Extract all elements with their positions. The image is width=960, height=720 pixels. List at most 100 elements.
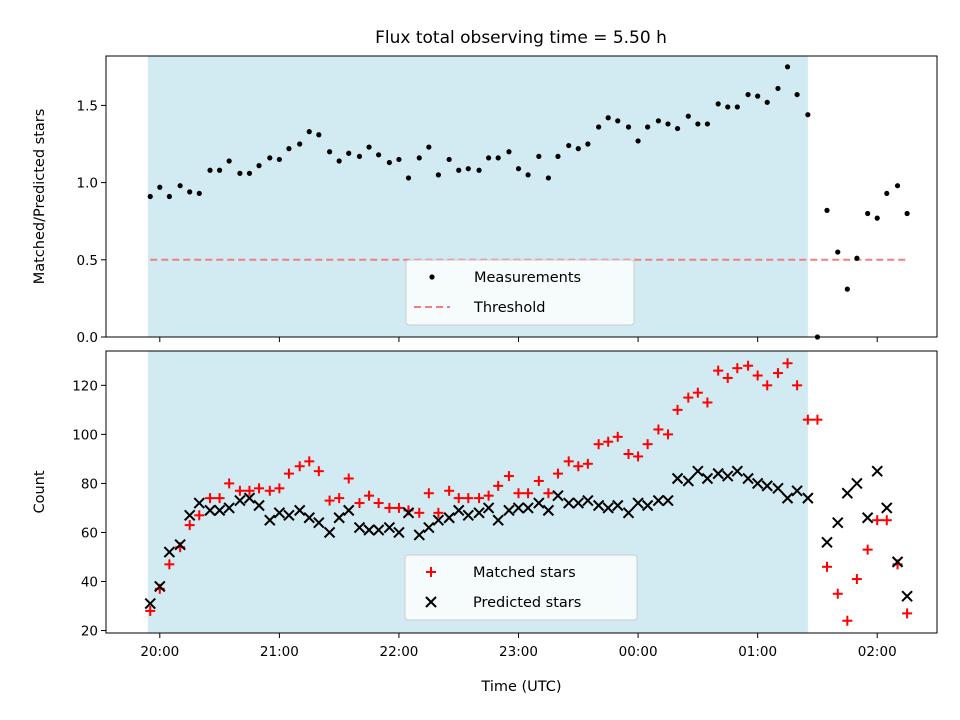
matched-stars-point bbox=[343, 473, 354, 484]
measurements-point bbox=[456, 167, 462, 173]
measurements-point bbox=[306, 129, 312, 135]
predicted-stars-point bbox=[682, 475, 695, 487]
measurements-point bbox=[506, 149, 512, 155]
measurements-point bbox=[486, 155, 492, 161]
predicted-stars-point bbox=[223, 502, 235, 514]
measurements-point bbox=[884, 190, 890, 197]
matched-stars-point bbox=[523, 488, 534, 499]
predicted-stars-point bbox=[243, 492, 256, 504]
predicted-stars-point bbox=[372, 524, 385, 536]
matched-stars-point bbox=[164, 559, 175, 570]
predicted-stars-point bbox=[662, 494, 674, 507]
ratio-panel: 0.0 0.5 1.0 1.5 Matched/Predicted stars Mea… bbox=[32, 55, 938, 346]
measurements-point bbox=[276, 156, 282, 163]
measurements-point bbox=[157, 184, 163, 190]
ratio-y-ticks: 0.0 0.5 1.0 1.5 bbox=[77, 98, 106, 346]
matched-stars-point bbox=[653, 424, 664, 435]
matched-stars-point bbox=[503, 471, 514, 482]
legend-threshold-label: Threshold bbox=[473, 300, 545, 316]
matched-stars-point bbox=[582, 458, 593, 469]
predicted-stars-point bbox=[821, 536, 833, 548]
measurements-point bbox=[715, 101, 721, 107]
x-tick-label: 22:00 bbox=[379, 644, 418, 660]
measurements-point bbox=[575, 146, 581, 152]
y-tick-label: 60 bbox=[81, 525, 98, 541]
matched-stars-point bbox=[483, 490, 494, 501]
measurements-point bbox=[695, 121, 701, 127]
measurements-point bbox=[824, 207, 830, 213]
predicted-stars-point bbox=[791, 485, 803, 497]
predicted-stars-point bbox=[283, 509, 295, 522]
measurements-point bbox=[336, 158, 342, 164]
measurements-point bbox=[625, 124, 632, 130]
measurements-point bbox=[674, 125, 681, 132]
measurements-point bbox=[794, 91, 800, 98]
matched-stars-point bbox=[772, 368, 783, 379]
y-tick-label: 1.5 bbox=[77, 98, 98, 114]
matched-stars-point bbox=[234, 485, 245, 496]
predicted-stars-point bbox=[154, 580, 166, 593]
measurements-point bbox=[615, 118, 621, 124]
legend-predicted-marker bbox=[425, 596, 437, 608]
predicted-stars-point bbox=[542, 504, 555, 517]
predicted-stars-point bbox=[582, 494, 594, 507]
matched-stars-point bbox=[423, 488, 434, 499]
predicted-stars-point bbox=[473, 507, 485, 519]
matched-stars-point bbox=[264, 485, 275, 496]
matched-stars-point bbox=[214, 493, 225, 504]
matched-stars-point bbox=[533, 475, 544, 486]
matched-stars-point bbox=[743, 360, 754, 371]
measurements-point bbox=[904, 210, 910, 217]
predicted-stars-point bbox=[731, 465, 744, 477]
measurements-point bbox=[256, 163, 262, 169]
measurements-point bbox=[267, 155, 273, 161]
predicted-stars-point bbox=[881, 502, 893, 514]
measurements-point bbox=[366, 144, 372, 150]
predicted-stars-point bbox=[871, 465, 883, 477]
predicted-stars-point bbox=[851, 477, 863, 490]
matched-stars-point bbox=[474, 493, 485, 504]
count-panel: 20 40 60 80 100 120 20:00 21:00 22:00 23:00 00:00… bbox=[32, 350, 938, 695]
predicted-stars-point bbox=[612, 499, 624, 512]
measurements-point bbox=[536, 153, 542, 159]
predicted-stars-point bbox=[712, 467, 724, 480]
legend-measurements-marker bbox=[429, 274, 435, 280]
predicted-stars-point bbox=[832, 516, 844, 529]
x-tick-label: 02:00 bbox=[858, 644, 897, 660]
matched-stars-point bbox=[393, 502, 404, 513]
predicted-stars-point bbox=[742, 472, 754, 485]
predicted-stars-point bbox=[522, 502, 534, 514]
measurements-point bbox=[166, 193, 172, 200]
predicted-stars-point bbox=[462, 509, 474, 522]
predicted-stars-point bbox=[602, 502, 614, 514]
measurements-point bbox=[545, 175, 552, 181]
measurements-point bbox=[435, 172, 441, 178]
predicted-stars-point bbox=[632, 497, 644, 509]
ratio-plot-frame bbox=[105, 55, 938, 338]
measurements-point bbox=[844, 286, 850, 292]
count-plot-frame bbox=[105, 350, 938, 634]
predicted-stars-point bbox=[313, 516, 325, 529]
matched-stars-point bbox=[324, 495, 335, 506]
predicted-stars-point bbox=[264, 514, 276, 526]
matched-stars-point bbox=[762, 380, 773, 391]
predicted-stars-point bbox=[641, 499, 654, 512]
y-tick-label: 80 bbox=[81, 476, 98, 492]
matched-stars-point bbox=[832, 588, 843, 599]
x-tick-label: 01:00 bbox=[738, 644, 777, 660]
matched-stars-point bbox=[354, 498, 365, 509]
measurements-point bbox=[745, 91, 751, 98]
matched-stars-point bbox=[573, 461, 584, 472]
y-tick-label: 0.0 bbox=[77, 330, 98, 346]
matched-stars-point bbox=[224, 478, 235, 489]
predicted-stars-point bbox=[193, 497, 205, 509]
measurements-point bbox=[376, 152, 382, 158]
matched-stars-point bbox=[902, 608, 913, 619]
matched-stars-point bbox=[283, 468, 294, 479]
measurements-point bbox=[854, 255, 860, 261]
matched-stars-point bbox=[513, 488, 524, 499]
predicted-stars-point bbox=[413, 529, 425, 541]
measurements-point bbox=[446, 156, 452, 163]
measurements-point bbox=[465, 166, 471, 172]
